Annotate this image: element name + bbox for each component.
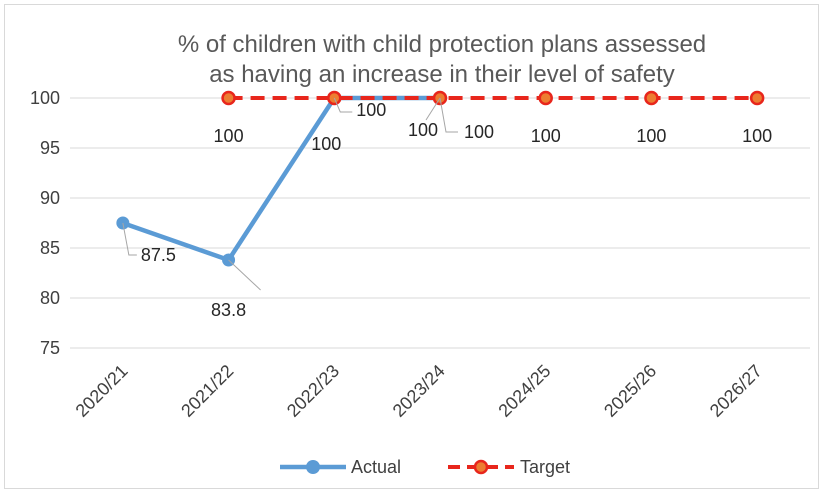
y-tick-label: 100 bbox=[30, 88, 60, 108]
y-tick-label: 90 bbox=[40, 188, 60, 208]
gridlines bbox=[70, 97, 810, 349]
legend-target-marker bbox=[473, 459, 489, 475]
x-tick-label: 2022/23 bbox=[283, 361, 343, 421]
actual-data-label: 87.5 bbox=[141, 245, 176, 265]
legend-actual-label: Actual bbox=[351, 457, 401, 477]
actual-label-leader bbox=[228, 259, 261, 291]
target-data-label: 100 bbox=[214, 126, 244, 146]
x-tick-label: 2023/24 bbox=[389, 361, 449, 421]
y-tick-label: 75 bbox=[40, 338, 60, 358]
actual-data-label: 100 bbox=[356, 100, 386, 120]
data-labels: 87.5 83.8 100 100 100 100 100 100 100 100 bbox=[122, 97, 772, 320]
x-tick-label: 2021/22 bbox=[177, 361, 237, 421]
series-layer bbox=[116, 90, 765, 267]
actual-series-line bbox=[122, 95, 440, 263]
y-tick-label: 95 bbox=[40, 138, 60, 158]
target-label-leader bbox=[439, 97, 458, 133]
chart-title: % of children with child protection plan… bbox=[178, 31, 706, 88]
actual-data-label: 83.8 bbox=[211, 300, 246, 320]
y-tick-label: 80 bbox=[40, 288, 60, 308]
target-point bbox=[644, 90, 659, 106]
target-point bbox=[538, 90, 553, 106]
y-axis: 75 80 85 90 95 100 bbox=[30, 88, 60, 358]
x-tick-label: 2020/21 bbox=[72, 361, 132, 421]
chart-title-line-1: % of children with child protection plan… bbox=[178, 31, 706, 58]
target-data-label: 100 bbox=[742, 126, 772, 146]
x-tick-label: 2024/25 bbox=[494, 361, 554, 421]
x-tick-label: 2025/26 bbox=[600, 361, 660, 421]
x-axis: 2020/21 2021/22 2022/23 2023/24 2024/25 2025/… bbox=[72, 361, 766, 421]
legend-actual-marker bbox=[306, 460, 320, 474]
legend: Actual Target bbox=[280, 457, 570, 477]
target-point bbox=[749, 90, 765, 106]
chart-frame bbox=[4, 4, 819, 489]
x-tick-label: 2026/27 bbox=[706, 361, 766, 421]
chart-title-line-2: as having an increase in their level of … bbox=[209, 61, 675, 88]
legend-target-label: Target bbox=[520, 457, 570, 477]
y-tick-label: 85 bbox=[40, 238, 60, 258]
target-data-label: 100 bbox=[464, 122, 494, 142]
target-data-label: 100 bbox=[311, 134, 341, 154]
actual-label-leader bbox=[122, 222, 137, 256]
actual-label-leader bbox=[333, 97, 353, 113]
target-point bbox=[221, 90, 236, 106]
actual-label-leader bbox=[425, 97, 441, 121]
target-data-label: 100 bbox=[636, 126, 666, 146]
actual-data-label: 100 bbox=[408, 120, 438, 140]
target-data-label: 100 bbox=[531, 126, 561, 146]
